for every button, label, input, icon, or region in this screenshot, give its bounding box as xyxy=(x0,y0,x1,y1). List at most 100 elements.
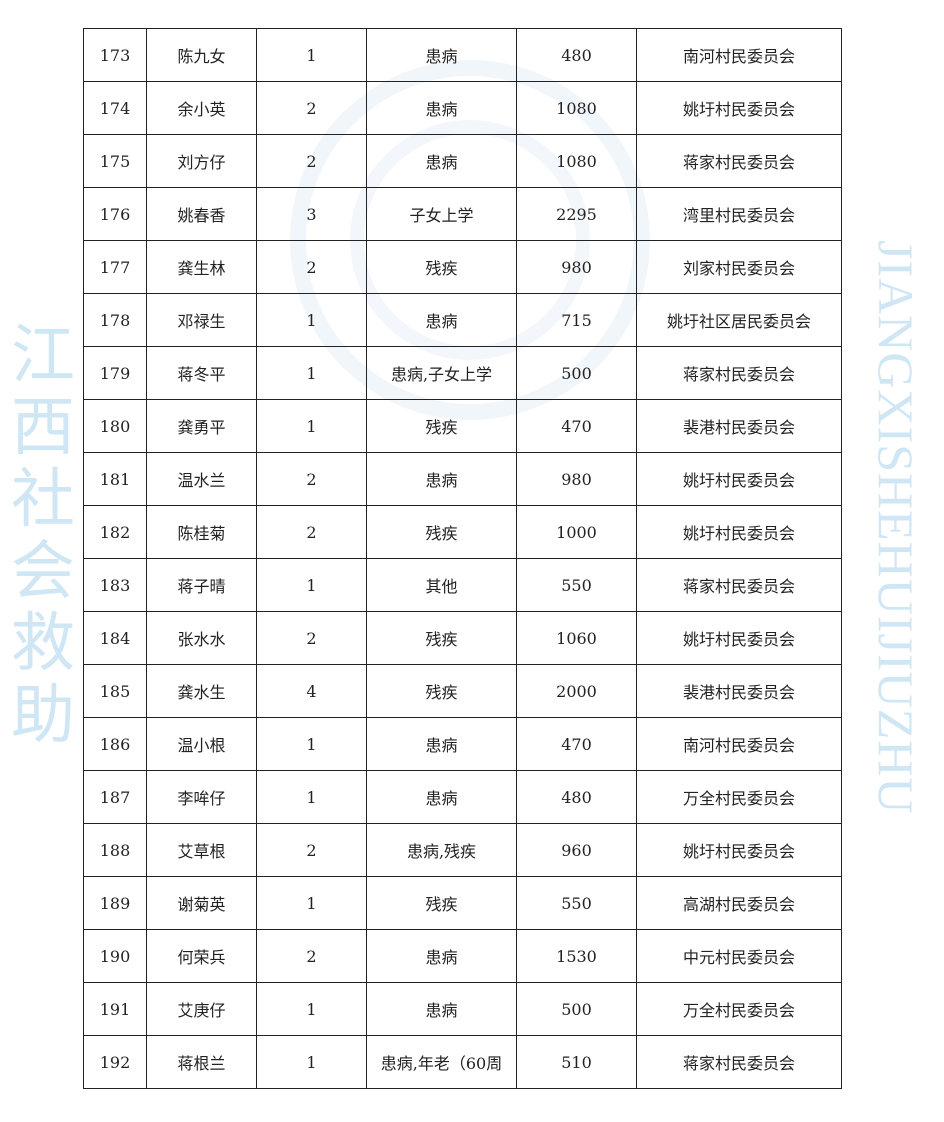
table-row: 178 邓禄生 1 患病 715 姚圩社区居民委员会 xyxy=(83,293,842,347)
amount-cell: 1080 xyxy=(516,134,637,188)
reason-cell: 患病 xyxy=(366,81,517,135)
reason-cell: 残疾 xyxy=(366,399,517,453)
person-name-cell: 谢菊英 xyxy=(146,876,257,930)
committee-cell: 中元村民委员会 xyxy=(636,929,842,983)
committee-cell: 姚圩村民委员会 xyxy=(636,823,842,877)
table-row: 173 陈九女 1 患病 480 南河村民委员会 xyxy=(83,28,842,82)
row-number-cell: 178 xyxy=(83,293,147,347)
reason-cell: 患病,子女上学 xyxy=(366,346,517,400)
amount-cell: 480 xyxy=(516,770,637,824)
amount-cell: 1000 xyxy=(516,505,637,559)
household-size-cell: 2 xyxy=(256,611,367,665)
committee-cell: 高湖村民委员会 xyxy=(636,876,842,930)
household-size-cell: 1 xyxy=(256,876,367,930)
amount-cell: 2000 xyxy=(516,664,637,718)
committee-cell: 裴港村民委员会 xyxy=(636,664,842,718)
household-size-cell: 1 xyxy=(256,770,367,824)
person-name-cell: 龚勇平 xyxy=(146,399,257,453)
watermark-char: 助 xyxy=(11,680,75,751)
row-number-cell: 174 xyxy=(83,81,147,135)
household-size-cell: 2 xyxy=(256,823,367,877)
amount-cell: 470 xyxy=(516,399,637,453)
table-row: 177 龚生林 2 残疾 980 刘家村民委员会 xyxy=(83,240,842,294)
household-size-cell: 1 xyxy=(256,982,367,1036)
committee-cell: 姚圩村民委员会 xyxy=(636,505,842,559)
table-row: 191 艾庚仔 1 患病 500 万全村民委员会 xyxy=(83,982,842,1036)
household-size-cell: 2 xyxy=(256,81,367,135)
reason-cell: 残疾 xyxy=(366,505,517,559)
person-name-cell: 蒋子晴 xyxy=(146,558,257,612)
row-number-cell: 177 xyxy=(83,240,147,294)
row-number-cell: 179 xyxy=(83,346,147,400)
person-name-cell: 艾庚仔 xyxy=(146,982,257,1036)
person-name-cell: 张水水 xyxy=(146,611,257,665)
amount-cell: 510 xyxy=(516,1035,637,1089)
amount-cell: 1080 xyxy=(516,81,637,135)
person-name-cell: 艾草根 xyxy=(146,823,257,877)
reason-cell: 残疾 xyxy=(366,664,517,718)
committee-cell: 姚圩村民委员会 xyxy=(636,452,842,506)
row-number-cell: 184 xyxy=(83,611,147,665)
table-row: 184 张水水 2 残疾 1060 姚圩村民委员会 xyxy=(83,611,842,665)
committee-cell: 蒋家村民委员会 xyxy=(636,346,842,400)
household-size-cell: 3 xyxy=(256,187,367,241)
household-size-cell: 2 xyxy=(256,505,367,559)
table-row: 179 蒋冬平 1 患病,子女上学 500 蒋家村民委员会 xyxy=(83,346,842,400)
row-number-cell: 181 xyxy=(83,452,147,506)
person-name-cell: 温小根 xyxy=(146,717,257,771)
row-number-cell: 182 xyxy=(83,505,147,559)
amount-cell: 550 xyxy=(516,876,637,930)
row-number-cell: 176 xyxy=(83,187,147,241)
person-name-cell: 何荣兵 xyxy=(146,929,257,983)
watermark-char: 会 xyxy=(11,536,75,607)
amount-cell: 715 xyxy=(516,293,637,347)
row-number-cell: 192 xyxy=(83,1035,147,1089)
amount-cell: 1530 xyxy=(516,929,637,983)
committee-cell: 蒋家村民委员会 xyxy=(636,1035,842,1089)
table-row: 188 艾草根 2 患病,残疾 960 姚圩村民委员会 xyxy=(83,823,842,877)
person-name-cell: 陈九女 xyxy=(146,28,257,82)
row-number-cell: 175 xyxy=(83,134,147,188)
committee-cell: 蒋家村民委员会 xyxy=(636,558,842,612)
household-size-cell: 1 xyxy=(256,558,367,612)
relief-table: 173 陈九女 1 患病 480 南河村民委员会 174 余小英 2 患病 1080 姚圩村民委员会 1… xyxy=(83,28,842,1089)
person-name-cell: 陈桂菊 xyxy=(146,505,257,559)
reason-cell: 患病 xyxy=(366,982,517,1036)
reason-cell: 患病 xyxy=(366,929,517,983)
row-number-cell: 191 xyxy=(83,982,147,1036)
amount-cell: 550 xyxy=(516,558,637,612)
reason-cell: 子女上学 xyxy=(366,187,517,241)
row-number-cell: 187 xyxy=(83,770,147,824)
person-name-cell: 邓禄生 xyxy=(146,293,257,347)
watermark-char: 社 xyxy=(11,464,75,535)
household-size-cell: 1 xyxy=(256,717,367,771)
household-size-cell: 1 xyxy=(256,293,367,347)
household-size-cell: 1 xyxy=(256,346,367,400)
row-number-cell: 185 xyxy=(83,664,147,718)
person-name-cell: 李哞仔 xyxy=(146,770,257,824)
household-size-cell: 2 xyxy=(256,240,367,294)
row-number-cell: 189 xyxy=(83,876,147,930)
household-size-cell: 1 xyxy=(256,1035,367,1089)
committee-cell: 蒋家村民委员会 xyxy=(636,134,842,188)
table-row: 189 谢菊英 1 残疾 550 高湖村民委员会 xyxy=(83,876,842,930)
row-number-cell: 190 xyxy=(83,929,147,983)
reason-cell: 患病 xyxy=(366,134,517,188)
household-size-cell: 2 xyxy=(256,134,367,188)
table-row: 180 龚勇平 1 残疾 470 裴港村民委员会 xyxy=(83,399,842,453)
person-name-cell: 温水兰 xyxy=(146,452,257,506)
reason-cell: 残疾 xyxy=(366,876,517,930)
committee-cell: 南河村民委员会 xyxy=(636,28,842,82)
reason-cell: 患病,残疾 xyxy=(366,823,517,877)
committee-cell: 南河村民委员会 xyxy=(636,717,842,771)
amount-cell: 500 xyxy=(516,982,637,1036)
person-name-cell: 刘方仔 xyxy=(146,134,257,188)
reason-cell: 残疾 xyxy=(366,240,517,294)
committee-cell: 姚圩村民委员会 xyxy=(636,611,842,665)
table-row: 187 李哞仔 1 患病 480 万全村民委员会 xyxy=(83,770,842,824)
watermark-text-cn: 江 西 社 会 救 助 xyxy=(8,320,78,752)
table-row: 183 蒋子晴 1 其他 550 蒋家村民委员会 xyxy=(83,558,842,612)
table-row: 175 刘方仔 2 患病 1080 蒋家村民委员会 xyxy=(83,134,842,188)
committee-cell: 湾里村民委员会 xyxy=(636,187,842,241)
row-number-cell: 186 xyxy=(83,717,147,771)
